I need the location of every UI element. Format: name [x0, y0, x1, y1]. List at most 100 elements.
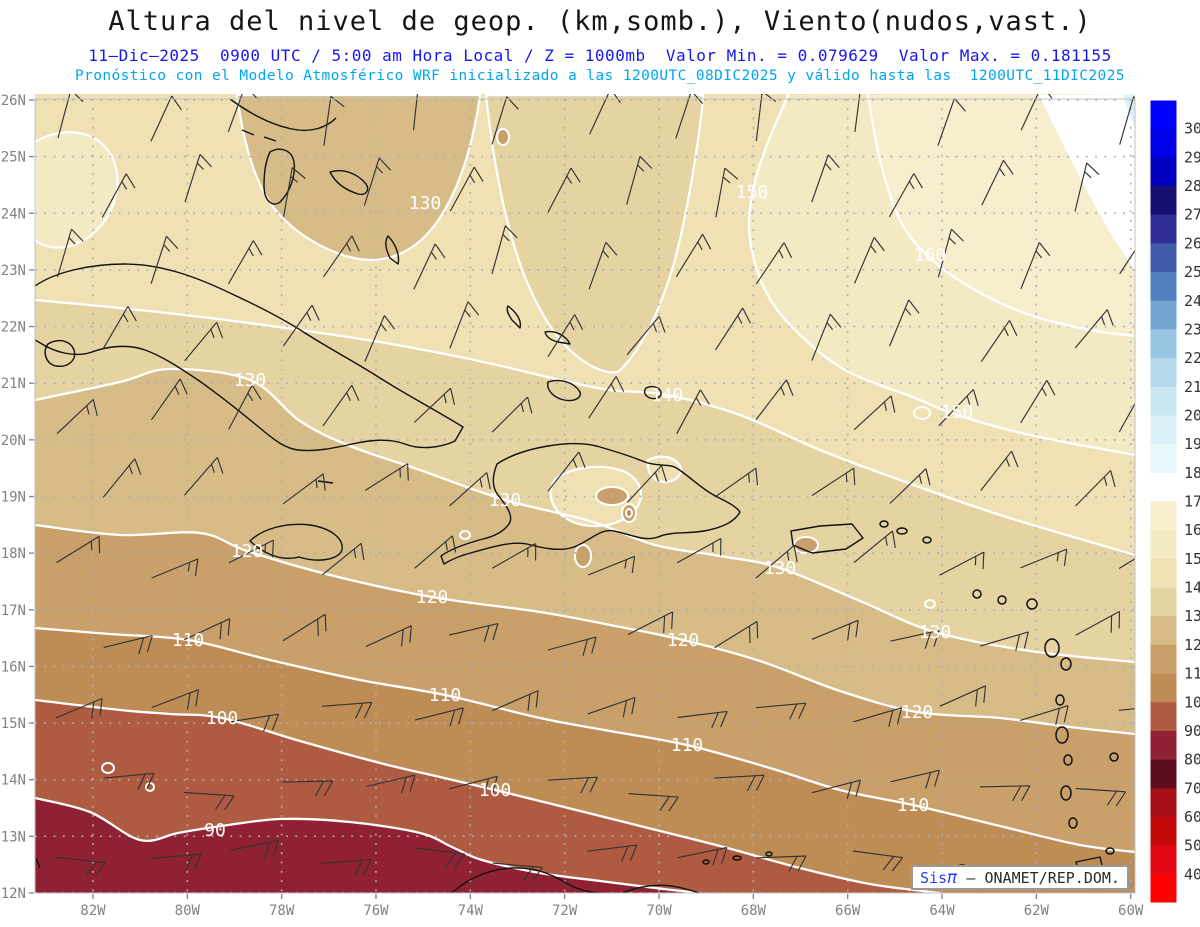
wind-barb — [715, 167, 739, 218]
x-tick-label-72W: 72W — [552, 903, 578, 919]
colorbar-tick-label-170: 170 — [1184, 493, 1200, 511]
wind-barb — [853, 530, 896, 564]
colorbar-tick-label-160: 160 — [1184, 521, 1200, 539]
wind-barb — [491, 542, 537, 569]
wind-barb — [150, 378, 188, 421]
wind-barb — [363, 157, 392, 206]
wind-barb — [1020, 242, 1051, 290]
wind-barb — [980, 450, 1019, 491]
colorbar-tick-label-100: 100 — [1184, 693, 1200, 711]
wind-barb — [755, 855, 807, 872]
colorbar-tick-label-260: 260 — [1184, 234, 1200, 252]
colorbar-tick-label-280: 280 — [1184, 177, 1200, 195]
contour-label-110: 110 — [172, 630, 205, 651]
coastline-left-edge-islet — [35, 857, 41, 869]
coastline-long-island-bah — [506, 305, 522, 329]
wind-barb — [55, 856, 106, 877]
colorbar-tick-label-180: 180 — [1184, 464, 1200, 482]
coastline-great-inagua — [547, 379, 581, 402]
colorbar-cell-150-160 — [1150, 530, 1177, 560]
colorbar-cell-180-190 — [1150, 444, 1177, 474]
wind-barb — [229, 839, 279, 859]
wind-barb — [811, 313, 842, 361]
wind-barb — [1020, 94, 1053, 131]
wind-barb — [282, 473, 326, 505]
colorbar-cell-50-60 — [1150, 816, 1177, 847]
wind-barb — [676, 537, 722, 564]
x-tick-label-74W: 74W — [458, 903, 484, 919]
pocket-ellipse — [496, 128, 510, 146]
wind-barb — [979, 785, 1031, 802]
wind-barb — [811, 154, 840, 203]
small-island — [765, 851, 773, 857]
contour-line-120 — [35, 523, 1135, 736]
wind-barb — [449, 472, 491, 507]
wind-barb — [184, 322, 224, 362]
wind-barb — [364, 463, 409, 491]
small-island — [1105, 847, 1115, 855]
contour-label-120: 120 — [231, 541, 264, 562]
wind-barb — [229, 713, 280, 732]
x-tick-label-70W: 70W — [646, 903, 672, 919]
wind-barb — [228, 539, 274, 564]
coastline-florida-tip — [229, 98, 337, 142]
wind-barb — [1020, 548, 1068, 569]
colorbar-tick-label-40: 40 — [1184, 865, 1200, 883]
small-island — [997, 595, 1007, 605]
colorbar-cell-120-130 — [1150, 616, 1177, 646]
wind-barb — [151, 558, 199, 579]
coastlines — [35, 98, 1107, 893]
wind-barb — [365, 625, 412, 648]
wind-barb — [938, 389, 979, 427]
wind-barb — [414, 535, 457, 569]
wind-barb — [676, 389, 710, 435]
wind-barb — [150, 95, 182, 142]
y-tick-label-17N: 17N — [1, 603, 26, 619]
wind-barb — [677, 710, 728, 729]
wind-barb — [1075, 610, 1121, 636]
wind-barb — [980, 631, 1029, 652]
y-tick-label-13N: 13N — [1, 829, 26, 845]
x-tick-label-76W: 76W — [363, 903, 389, 919]
wind-barb — [939, 551, 985, 576]
colorbar-cell-80-90 — [1150, 730, 1177, 761]
colorbar-cell-210-220 — [1150, 358, 1177, 388]
small-island — [1060, 785, 1072, 801]
small-island — [922, 536, 932, 544]
pocket-ellipse — [625, 508, 633, 518]
coastline-turks-caicos — [643, 385, 662, 400]
pocket-high-pocket-150-160 — [35, 131, 119, 249]
contour-label-110: 110 — [671, 735, 704, 756]
wind-barb — [547, 636, 597, 656]
colorbar-tick-label-150: 150 — [1184, 550, 1200, 568]
contour-ring — [459, 530, 471, 540]
colorbar-cell-100-110 — [1150, 673, 1177, 703]
contour-label-130: 130 — [489, 490, 522, 511]
colorbar-cell-110-120 — [1150, 644, 1177, 675]
wind-barb — [715, 307, 751, 351]
wind-barb — [547, 776, 599, 794]
wind-barb — [588, 376, 625, 419]
wind-barb — [714, 620, 759, 649]
colorbar-cell-<40 — [1150, 874, 1177, 904]
wind-barb — [101, 173, 136, 218]
small-island — [1055, 726, 1069, 744]
colorbar-cell-290-300 — [1150, 128, 1177, 158]
wind-barb — [282, 304, 320, 347]
wind-barb — [282, 613, 327, 642]
wind-barb — [56, 228, 84, 278]
wind-barb — [1074, 309, 1114, 349]
contour-ring — [101, 762, 115, 774]
wind-barb — [937, 228, 964, 278]
coastline-south-america-coast — [451, 867, 701, 893]
y-tick-label-20N: 20N — [1, 433, 26, 449]
chart-subtitle-datetime: 11–Dic–2025 0900 UTC / 5:00 am Hora Loca… — [88, 46, 1112, 65]
colorbar-tick-label-60: 60 — [1184, 808, 1200, 826]
x-tick-label-62W: 62W — [1024, 903, 1050, 919]
small-island — [1060, 657, 1072, 671]
wind-barb — [448, 775, 498, 796]
colorbar-cell-230-240 — [1150, 300, 1177, 330]
wind-barb — [626, 155, 653, 205]
colorbar-tick-label-220: 220 — [1184, 349, 1200, 367]
